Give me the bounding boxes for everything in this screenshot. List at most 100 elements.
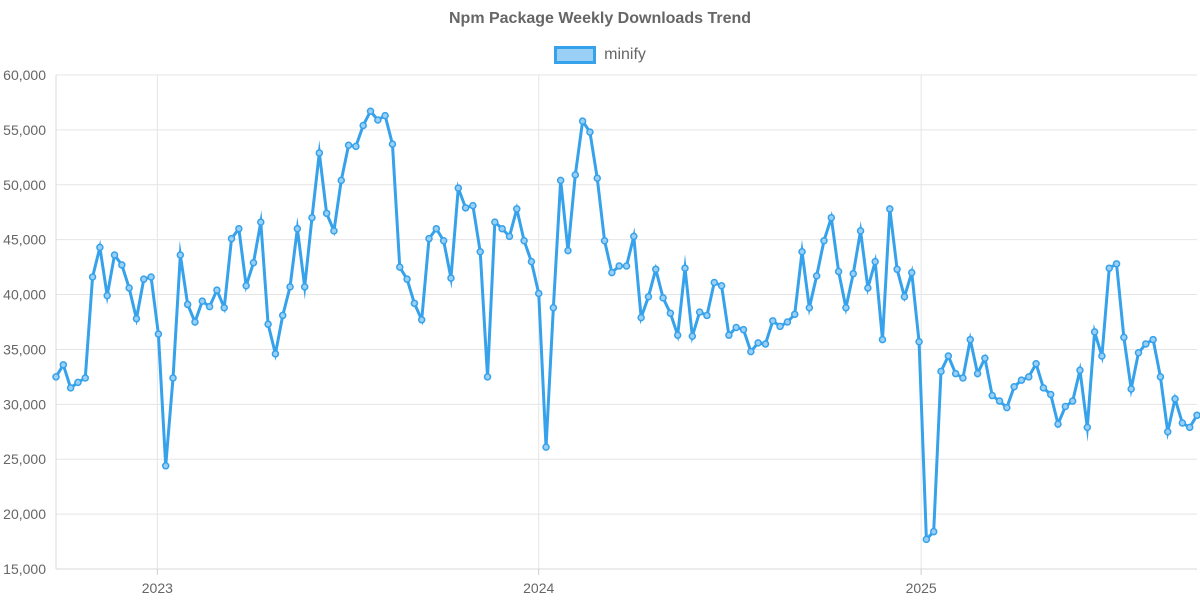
data-point (769, 317, 777, 325)
data-point (1090, 328, 1099, 336)
data-point (183, 300, 192, 309)
data-point (1112, 260, 1121, 268)
data-point (842, 303, 850, 312)
data-point (169, 374, 177, 382)
data-point (864, 284, 872, 292)
data-point (929, 527, 938, 536)
legend-swatch[interactable] (554, 46, 597, 64)
data-point (637, 313, 645, 322)
y-tick-label: 35,000 (3, 341, 46, 357)
data-point (1163, 428, 1172, 436)
data-point (425, 234, 433, 243)
data-point (1061, 402, 1070, 411)
data-point (388, 140, 397, 148)
data-point (403, 275, 411, 283)
series-line (54, 108, 1199, 543)
y-tick-label: 15,000 (3, 561, 46, 577)
data-point (1046, 390, 1055, 399)
data-point (374, 116, 382, 124)
data-point (1039, 384, 1048, 392)
data-point (725, 331, 733, 339)
data-point (432, 224, 441, 233)
data-point (176, 251, 185, 259)
data-point (417, 316, 426, 324)
data-point (1193, 411, 1200, 420)
data-point (542, 443, 550, 451)
data-point (147, 273, 155, 281)
x-tick-label: 2024 (523, 580, 554, 596)
data-point (249, 258, 258, 267)
data-point (1098, 352, 1106, 360)
data-point (549, 303, 558, 312)
data-point (966, 335, 975, 344)
data-point (52, 373, 60, 381)
data-point (944, 352, 953, 360)
data-point (915, 338, 923, 346)
data-point (88, 273, 97, 281)
data-point (527, 257, 536, 266)
data-point (812, 272, 821, 280)
data-point (454, 184, 463, 192)
data-point (1003, 403, 1011, 412)
data-point (973, 369, 982, 378)
data-point (849, 269, 857, 278)
data-point (688, 332, 697, 341)
data-point (578, 117, 587, 125)
data-point (513, 205, 521, 213)
data-point (410, 299, 419, 308)
data-point (900, 293, 909, 301)
data-point (1054, 420, 1062, 428)
data-point (505, 232, 514, 241)
data-point (205, 302, 214, 311)
data-point (1171, 395, 1179, 403)
data-point (439, 237, 448, 245)
data-point (922, 535, 931, 544)
y-tick-label: 50,000 (3, 177, 46, 193)
data-point (695, 308, 704, 316)
data-point (1185, 423, 1194, 432)
data-point (747, 347, 755, 356)
data-point (264, 320, 272, 328)
data-point (600, 237, 609, 245)
chart-title: Npm Package Weekly Downloads Trend (448, 10, 752, 27)
y-tick-label: 45,000 (3, 232, 46, 248)
y-tick-label: 30,000 (3, 396, 46, 412)
x-tick-label: 2023 (142, 580, 173, 596)
data-point (776, 322, 784, 331)
data-point (593, 174, 601, 182)
data-point (520, 237, 528, 245)
data-point (878, 335, 887, 344)
data-point (739, 325, 748, 334)
data-point (242, 282, 250, 290)
data-point (483, 373, 492, 381)
data-point (937, 367, 945, 376)
data-point (1178, 419, 1187, 427)
data-point (644, 293, 653, 301)
data-point (856, 227, 865, 235)
data-point (1083, 423, 1092, 432)
data-point (352, 142, 360, 151)
legend[interactable]: minify (0, 46, 1200, 64)
data-point (257, 218, 265, 226)
data-point (1025, 373, 1033, 381)
data-point (476, 247, 484, 256)
data-point (1017, 376, 1026, 384)
data-point (66, 384, 75, 392)
data-point (761, 340, 770, 348)
data-point (981, 354, 989, 362)
data-point (1068, 397, 1077, 405)
data-point (396, 263, 404, 271)
data-point (659, 294, 667, 302)
data-point (893, 265, 901, 274)
data-point (754, 339, 762, 347)
data-point (871, 257, 879, 266)
data-point (630, 232, 638, 241)
data-point (571, 171, 580, 179)
data-point (1076, 366, 1084, 375)
y-tick-label: 60,000 (3, 67, 46, 83)
legend-label[interactable]: minify (604, 46, 646, 63)
data-point (732, 323, 740, 332)
data-point (161, 462, 170, 470)
data-point (1032, 359, 1040, 368)
